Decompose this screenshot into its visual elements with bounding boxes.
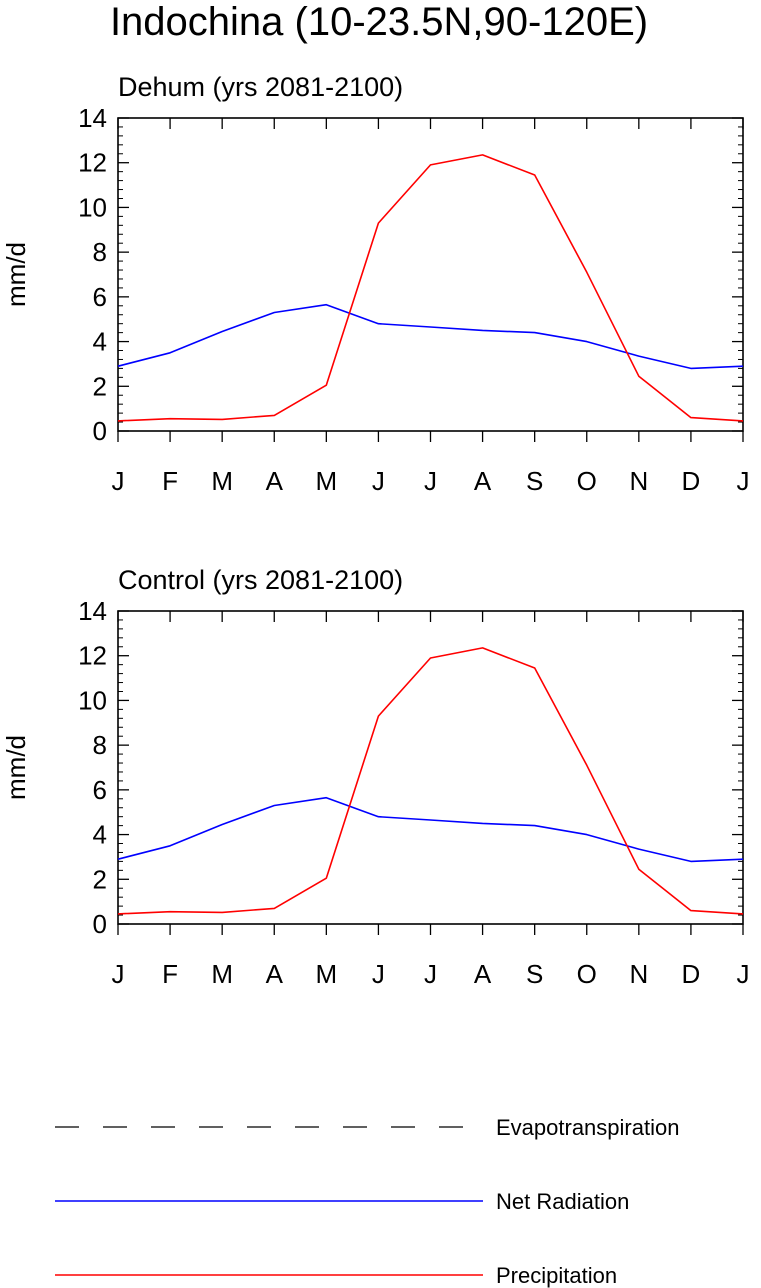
- x-tick-label: J: [737, 466, 750, 496]
- x-tick-label: N: [629, 959, 648, 989]
- x-tick-label: N: [629, 466, 648, 496]
- x-tick-label: J: [372, 466, 385, 496]
- x-tick-label: J: [372, 959, 385, 989]
- y-tick-label: 0: [93, 909, 107, 939]
- x-tick-label: J: [424, 959, 437, 989]
- y-tick-label: 8: [93, 730, 107, 760]
- y-axis-label: mm/d: [1, 242, 31, 307]
- y-tick-label: 6: [93, 282, 107, 312]
- y-tick-label: 0: [93, 416, 107, 446]
- series-line-precipitation: [117, 647, 744, 915]
- chart-panel-control: Control (yrs 2081-2100) mm/d 0 2 4 6 8 10 12 14 J F…: [1, 565, 750, 989]
- series-line-net-radiation: [117, 303, 744, 370]
- y-tick-label: 2: [93, 864, 107, 894]
- x-tick-label: S: [526, 466, 543, 496]
- legend-label-net-radiation: Net Radiation: [496, 1189, 629, 1214]
- x-tick-label: J: [112, 959, 125, 989]
- y-tick-label: 4: [93, 820, 107, 850]
- x-tick-label: M: [211, 959, 233, 989]
- x-tick-label: M: [211, 466, 233, 496]
- x-tick-label: D: [682, 466, 701, 496]
- x-tick-label: A: [266, 466, 284, 496]
- x-tick-label: S: [526, 959, 543, 989]
- x-tick-label: A: [474, 959, 492, 989]
- x-tick-label: M: [315, 959, 337, 989]
- x-tick-label: F: [162, 466, 178, 496]
- y-tick-label: 12: [78, 148, 107, 178]
- y-tick-label: 12: [78, 641, 107, 671]
- x-tick-label: J: [424, 466, 437, 496]
- series-line-precipitation: [117, 154, 744, 422]
- legend: Evapotranspiration Net Radiation Precipi…: [55, 1115, 679, 1288]
- y-tick-label: 10: [78, 685, 107, 715]
- y-tick-label: 4: [93, 327, 107, 357]
- legend-label-precipitation: Precipitation: [496, 1263, 617, 1288]
- y-tick-label: 14: [78, 103, 107, 133]
- y-tick-label: 14: [78, 596, 107, 626]
- series-line-net-radiation: [117, 796, 744, 863]
- y-tick-label: 6: [93, 775, 107, 805]
- x-tick-label: O: [577, 959, 597, 989]
- panel-title: Control (yrs 2081-2100): [118, 565, 403, 595]
- y-tick-label: 8: [93, 237, 107, 267]
- panel-title: Dehum (yrs 2081-2100): [118, 72, 403, 102]
- x-tick-label: J: [737, 959, 750, 989]
- x-tick-label: A: [266, 959, 284, 989]
- x-tick-label: F: [162, 959, 178, 989]
- x-tick-label: J: [112, 466, 125, 496]
- x-tick-label: O: [577, 466, 597, 496]
- y-axis-label: mm/d: [1, 735, 31, 800]
- x-tick-label: A: [474, 466, 492, 496]
- x-tick-label: M: [315, 466, 337, 496]
- y-tick-label: 2: [93, 371, 107, 401]
- chart-panel-dehum: Dehum (yrs 2081-2100) mm/d 0 2 4 6 8 10 12 14 J F M A…: [1, 72, 750, 496]
- y-tick-label: 10: [78, 192, 107, 222]
- x-tick-label: D: [682, 959, 701, 989]
- legend-label-evapotranspiration: Evapotranspiration: [496, 1115, 679, 1140]
- figure-title: Indochina (10-23.5N,90-120E): [110, 0, 648, 44]
